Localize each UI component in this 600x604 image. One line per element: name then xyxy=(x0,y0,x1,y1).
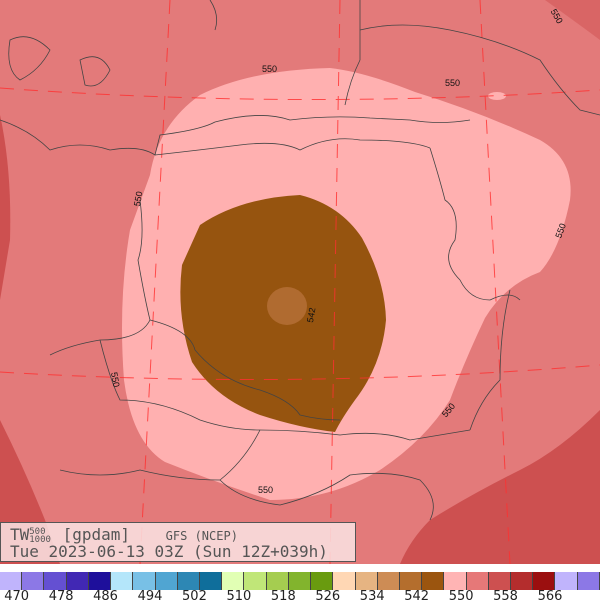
field-558-bottom-right xyxy=(400,410,600,564)
contour-label: 550 xyxy=(262,64,277,74)
thickness-map: 550 550 550 550 550 550 550 550 542 xyxy=(0,0,600,564)
model-name: GFS (NCEP) xyxy=(165,529,238,543)
country-borders xyxy=(0,0,600,521)
colorbar-label: 486 xyxy=(93,589,118,604)
valid-time: Tue 2023-06-13 03Z (Sun 12Z+039h) xyxy=(10,542,328,561)
colorbar-labels: 470 478 486 494 502 510 518 526 534 542 550 558 566 xyxy=(0,589,600,604)
colorbar-label: 534 xyxy=(359,589,385,604)
colorbar-swatch xyxy=(22,572,45,590)
colorbar-swatch xyxy=(511,572,534,590)
title-box: TW500 1000 [gpdam] GFS (NCEP) Tue 2023-06… xyxy=(0,522,356,562)
contour-label: 550 xyxy=(132,191,144,208)
colorbar-swatch xyxy=(244,572,267,590)
colorbar-label: 518 xyxy=(270,589,296,604)
title-line-1: TW500 1000 [gpdam] GFS (NCEP) xyxy=(10,525,238,544)
colorbar-swatch xyxy=(333,572,356,590)
colorbar-swatch xyxy=(133,572,156,590)
field-534-538 xyxy=(267,287,307,325)
field-558-left xyxy=(0,115,11,300)
colorbar-label: 526 xyxy=(315,589,341,604)
colorbar-label: 510 xyxy=(226,589,252,604)
colorbar xyxy=(0,572,600,590)
field-558-top-right xyxy=(545,0,600,40)
variable-sub: 1000 xyxy=(29,534,51,545)
colorbar-swatch xyxy=(377,572,400,590)
colorbar-swatch xyxy=(177,572,200,590)
field-550-spot xyxy=(488,92,506,100)
colorbar-swatch xyxy=(466,572,489,590)
colorbar-swatch xyxy=(199,572,223,590)
colorbar-swatch xyxy=(533,572,556,590)
contour-label: 542 xyxy=(305,307,317,324)
colorbar-label: 542 xyxy=(404,589,430,604)
colorbar-swatch xyxy=(577,572,600,590)
colorbar-swatch xyxy=(0,572,23,590)
colorbar-label: 566 xyxy=(537,589,563,604)
colorbar-label: 502 xyxy=(182,589,207,604)
colorbar-swatch xyxy=(155,572,178,590)
colorbar-swatch xyxy=(222,572,245,590)
colorbar-label: 470 xyxy=(4,589,30,604)
contour-label: 550 xyxy=(445,78,460,88)
colorbar-swatch xyxy=(444,572,467,590)
colorbar-swatch xyxy=(266,572,289,590)
contour-label: 550 xyxy=(109,371,121,388)
colorbar-swatch xyxy=(288,572,312,590)
contour-labels: 550 550 550 550 550 550 550 550 542 xyxy=(109,7,568,495)
colorbar-swatch xyxy=(66,572,89,590)
colorbar-swatch xyxy=(44,572,67,590)
contour-label: 550 xyxy=(553,222,568,240)
variable-sup: 500 xyxy=(29,526,46,537)
colorbar-swatch xyxy=(488,572,512,590)
colorbar-swatch xyxy=(111,572,134,590)
colorbar-label: 558 xyxy=(493,589,518,604)
colorbar-label: 550 xyxy=(448,589,474,604)
colorbar-swatch xyxy=(422,572,445,590)
colorbar-swatch xyxy=(311,572,334,590)
colorbar-swatch xyxy=(88,572,112,590)
colorbar-swatch xyxy=(355,572,378,590)
colorbar-label: 478 xyxy=(48,589,74,604)
unit: [gpdam] xyxy=(62,525,131,544)
contour-label: 550 xyxy=(258,485,273,495)
graticule xyxy=(0,0,600,564)
colorbar-swatch xyxy=(399,572,423,590)
colorbar-label: 494 xyxy=(137,589,163,604)
colorbar-swatch xyxy=(555,572,578,590)
variable-name: TW xyxy=(10,525,30,544)
